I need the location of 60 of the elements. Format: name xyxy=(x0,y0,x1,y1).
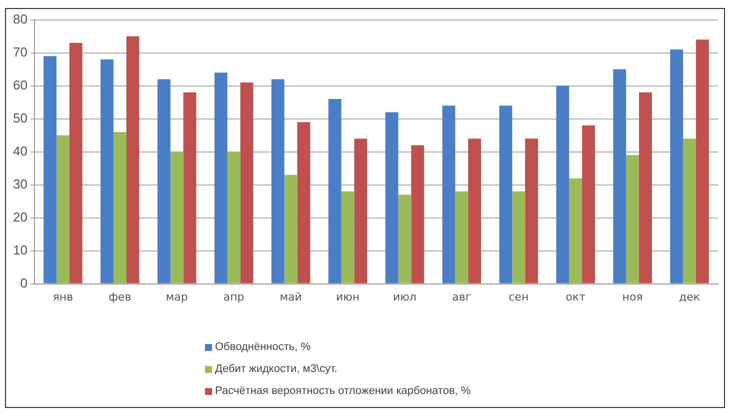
bar xyxy=(639,92,652,284)
bar xyxy=(411,145,424,284)
legend-label: Обводнённость, % xyxy=(215,341,310,353)
bar xyxy=(626,155,640,284)
bar xyxy=(398,194,412,284)
bar xyxy=(556,86,570,284)
y-tick-label: 70 xyxy=(12,44,28,60)
bar xyxy=(44,56,56,284)
x-tick-label: авг xyxy=(452,290,472,304)
bar xyxy=(126,36,140,284)
y-tick-label: 80 xyxy=(12,11,28,26)
bar xyxy=(525,138,538,284)
y-tick-label: 0 xyxy=(20,275,28,290)
bar xyxy=(455,191,468,284)
x-tick-label: фев xyxy=(108,290,132,304)
y-tick-label: 20 xyxy=(12,209,28,224)
bar xyxy=(670,50,684,284)
x-tick-label: июл xyxy=(392,290,416,304)
y-tick-label: 50 xyxy=(12,110,28,126)
x-tick-label: апр xyxy=(223,290,244,304)
bar xyxy=(354,138,368,284)
bar xyxy=(582,125,595,284)
bar xyxy=(569,178,582,284)
bar xyxy=(683,138,696,284)
y-tick-label: 40 xyxy=(12,143,28,158)
x-tick-label: ноя xyxy=(622,290,643,304)
legend-label: Дебит жидкости, м3\сут. xyxy=(215,363,338,375)
x-tick-label: янв xyxy=(52,290,74,304)
bar xyxy=(468,138,482,284)
bar xyxy=(240,82,254,284)
x-tick-label: июн xyxy=(336,290,360,304)
bar xyxy=(512,191,526,284)
bar xyxy=(113,132,126,284)
bar xyxy=(297,122,310,284)
bar xyxy=(385,112,398,284)
y-tick-label: 60 xyxy=(12,77,28,92)
x-tick-label: окт xyxy=(566,290,586,304)
x-tick-label: сен xyxy=(508,290,529,304)
bar xyxy=(100,59,114,284)
bar xyxy=(271,79,284,284)
bar xyxy=(56,135,70,284)
x-tick-label: май xyxy=(280,290,302,304)
bar xyxy=(157,79,170,284)
x-tick-label: дек xyxy=(679,290,700,304)
bar xyxy=(284,174,298,284)
legend-label: Расчётная вероятность отложении карбонатов, % xyxy=(215,385,471,397)
bar xyxy=(227,152,240,284)
bar xyxy=(170,152,184,284)
bar xyxy=(214,72,228,284)
bar xyxy=(341,191,354,284)
bar xyxy=(328,99,342,284)
bar xyxy=(442,106,456,284)
y-tick-label: 10 xyxy=(12,242,28,258)
bar xyxy=(499,106,512,284)
y-tick-label: 30 xyxy=(12,176,28,192)
bar xyxy=(69,42,82,284)
bar xyxy=(696,40,709,284)
x-tick-label: мар xyxy=(166,290,188,304)
bar xyxy=(613,69,626,284)
bar xyxy=(183,92,196,284)
